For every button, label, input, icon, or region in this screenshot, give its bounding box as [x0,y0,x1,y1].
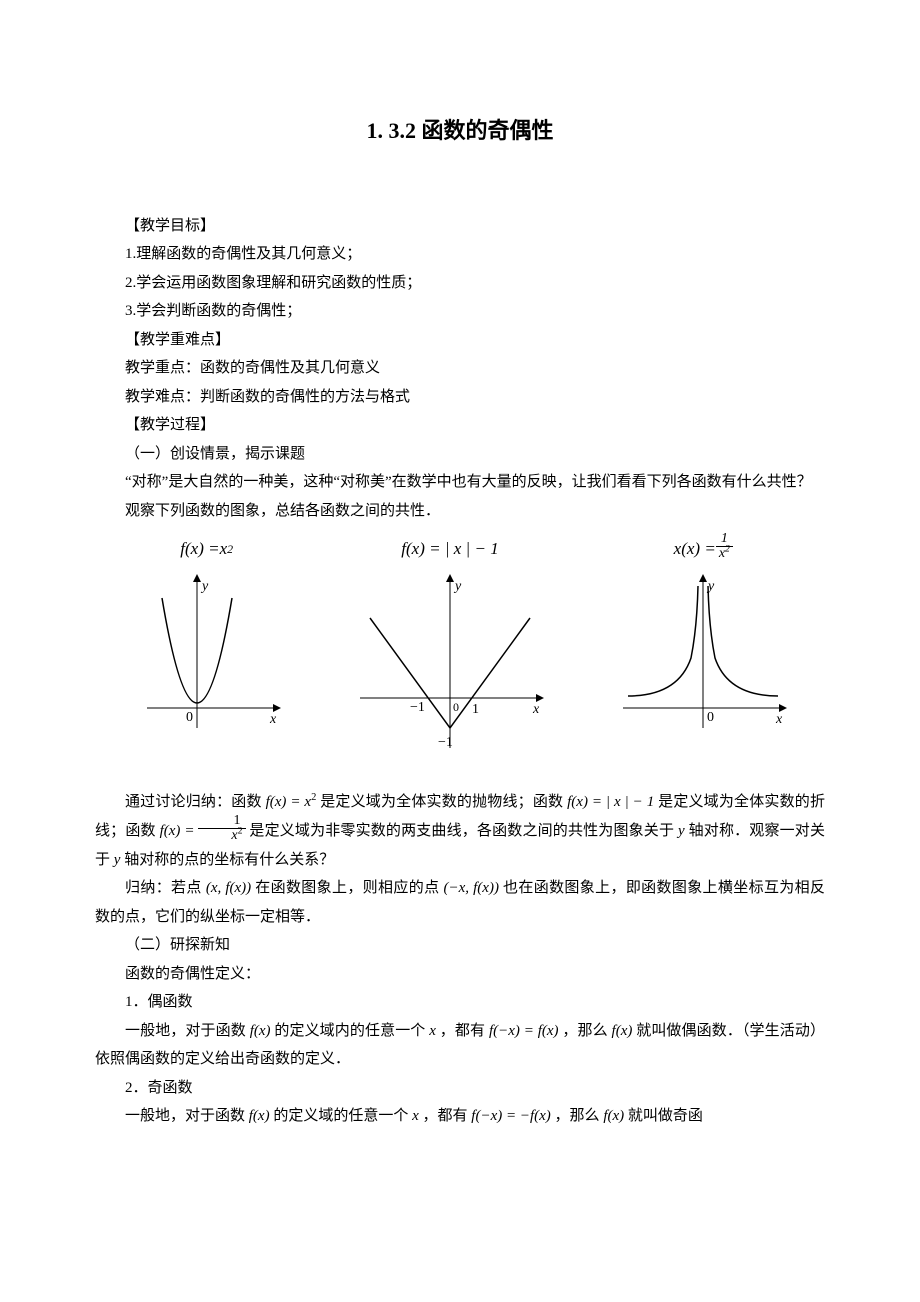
even-fn-heading: 1．偶函数 [95,988,825,1017]
discussion-para: 通过讨论归纳：函数 f(x) = x2 是定义域为全体实数的抛物线；函数 f(x… [95,788,825,874]
para: 观察下列函数的图象，总结各函数之间的共性． [95,497,825,526]
svg-text:0: 0 [186,710,193,725]
section-heading: 【教学过程】 [95,411,825,440]
subsection-2: （二）研探新知 [95,931,825,960]
objective-3: 3.学会判断函数的奇偶性； [95,297,825,326]
svg-text:1: 1 [472,702,479,717]
graph-row: f(x) = x2 y x 0 f(x) = | x [95,535,825,758]
odd-fn-def: 一般地，对于函数 f(x) 的定义域的任意一个 x ，都有 f(−x) = −f… [95,1102,825,1131]
svg-text:x: x [532,702,540,717]
graph-3: x(x) = 1 x2 y x [613,535,793,738]
svg-text:0: 0 [707,710,714,725]
graph-1-label: f(x) = x2 [180,535,233,563]
graph-3-svg: y x 0 [613,568,793,738]
induction-para: 归纳：若点 (x, f(x)) 在函数图象上，则相应的点 (−x, f(x)) … [95,874,825,931]
svg-text:y: y [453,579,462,594]
svg-text:x: x [269,712,277,727]
difficult-point: 教学难点：判断函数的奇偶性的方法与格式 [95,383,825,412]
section-heading: 【教学重难点】 [95,326,825,355]
objective-2: 2.学会运用函数图象理解和研究函数的性质； [95,269,825,298]
page: 1. 3.2 函数的奇偶性 【教学目标】 1.理解函数的奇偶性及其几何意义； 2… [0,0,920,1302]
even-fn-def: 一般地，对于函数 f(x) 的定义域内的任意一个 x ，都有 f(−x) = f… [95,1017,825,1074]
key-point: 教学重点：函数的奇偶性及其几何意义 [95,354,825,383]
graph-1: f(x) = x2 y x 0 [127,535,287,738]
svg-text:−1: −1 [438,735,453,750]
graph-2: f(x) = | x | − 1 y x 0 −1 1 −1 [350,535,550,758]
objective-1: 1.理解函数的奇偶性及其几何意义； [95,240,825,269]
definition-heading: 函数的奇偶性定义： [95,960,825,989]
svg-text:y: y [706,579,715,594]
page-title: 1. 3.2 函数的奇偶性 [95,110,825,152]
graph-2-svg: y x 0 −1 1 −1 [350,568,550,758]
para: “对称”是大自然的一种美，这种“对称美”在数学中也有大量的反映，让我们看看下列各… [95,468,825,497]
graph-2-label: f(x) = | x | − 1 [401,535,498,563]
section-heading: 【教学目标】 [95,212,825,241]
graph-1-svg: y x 0 [127,568,287,738]
svg-text:x: x [775,712,783,727]
svg-text:0: 0 [453,700,459,714]
subsection-1: （一）创设情景，揭示课题 [95,440,825,469]
odd-fn-heading: 2．奇函数 [95,1074,825,1103]
svg-text:y: y [200,579,209,594]
svg-text:−1: −1 [410,700,425,715]
graph-3-label: x(x) = 1 x2 [674,535,733,563]
